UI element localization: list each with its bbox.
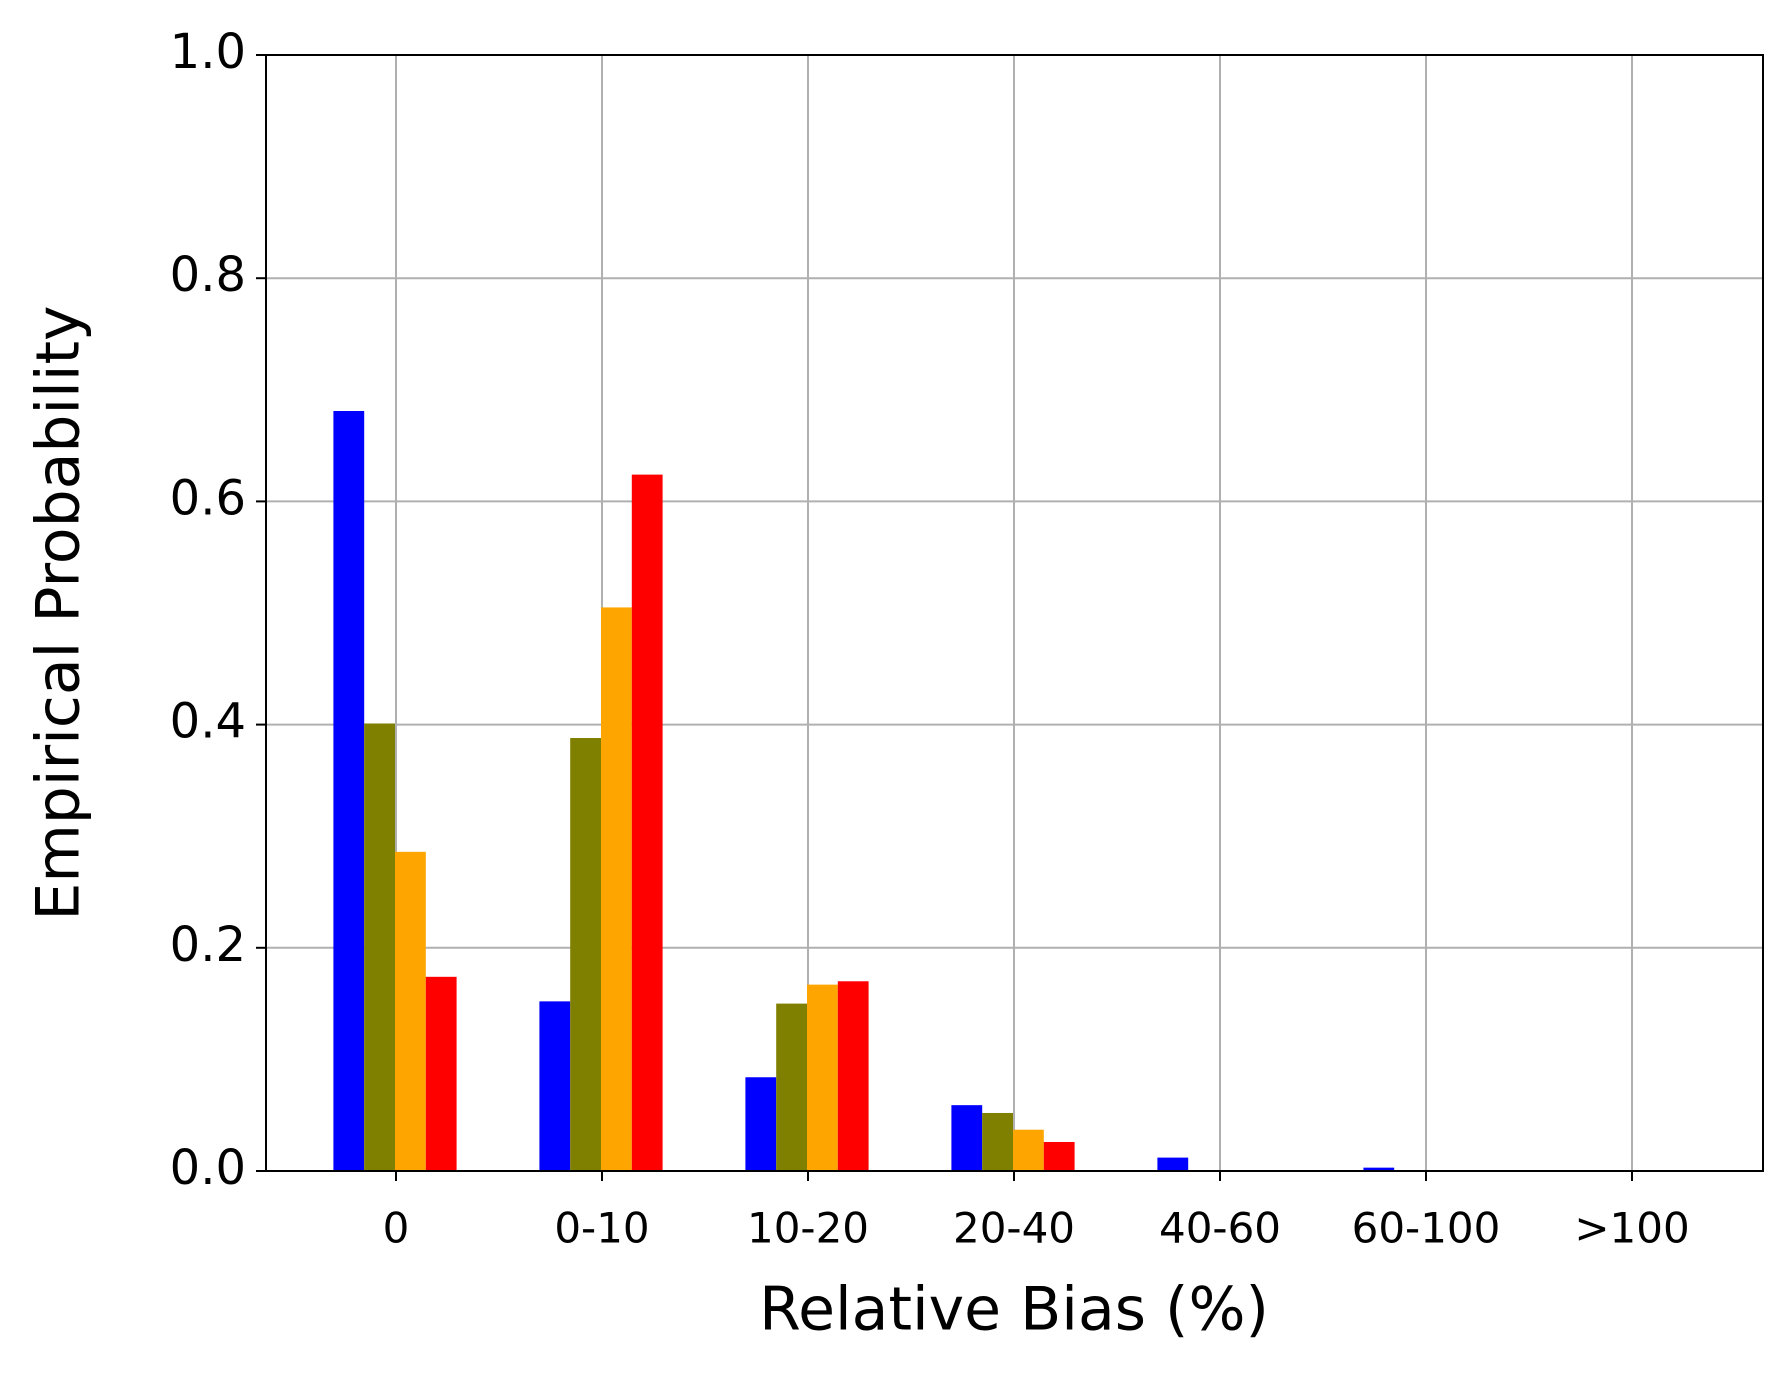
x-tick-label: 40-60 <box>1159 1204 1281 1253</box>
y-tick-label: 1.0 <box>170 24 246 80</box>
bar <box>807 984 838 1171</box>
bar <box>837 981 869 1171</box>
x-tick-label: 20-40 <box>953 1204 1075 1253</box>
bar <box>745 1077 777 1171</box>
x-tick-label: 60-100 <box>1352 1204 1501 1253</box>
bar <box>1157 1157 1189 1171</box>
bar <box>776 1003 807 1171</box>
plot-frame <box>265 54 1764 1172</box>
y-tick-label: 0.4 <box>170 694 246 750</box>
bar <box>333 411 365 1171</box>
bar <box>570 737 601 1171</box>
x-axis-label: Relative Bias (%) <box>759 1275 1269 1345</box>
bar <box>631 474 663 1172</box>
bar <box>1013 1129 1044 1171</box>
bar <box>425 976 457 1171</box>
bar <box>539 1001 571 1171</box>
bar <box>1363 1167 1395 1171</box>
bar <box>951 1105 983 1171</box>
x-tick-label: 0 <box>383 1204 410 1253</box>
bar <box>982 1112 1013 1171</box>
y-tick-label: 0.8 <box>170 247 246 303</box>
bar <box>601 607 632 1171</box>
x-tick-label: 0-10 <box>554 1204 649 1253</box>
bar <box>1043 1141 1075 1171</box>
y-tick-label: 0.6 <box>170 470 246 526</box>
bar <box>395 851 426 1171</box>
x-tick-label: 10-20 <box>747 1204 869 1253</box>
y-tick-label: 0.2 <box>170 917 246 973</box>
y-tick-label: 0.0 <box>170 1140 246 1196</box>
x-tick-label: >100 <box>1574 1204 1689 1253</box>
y-axis-label: Empirical Probability <box>24 305 94 920</box>
bar <box>364 723 395 1171</box>
